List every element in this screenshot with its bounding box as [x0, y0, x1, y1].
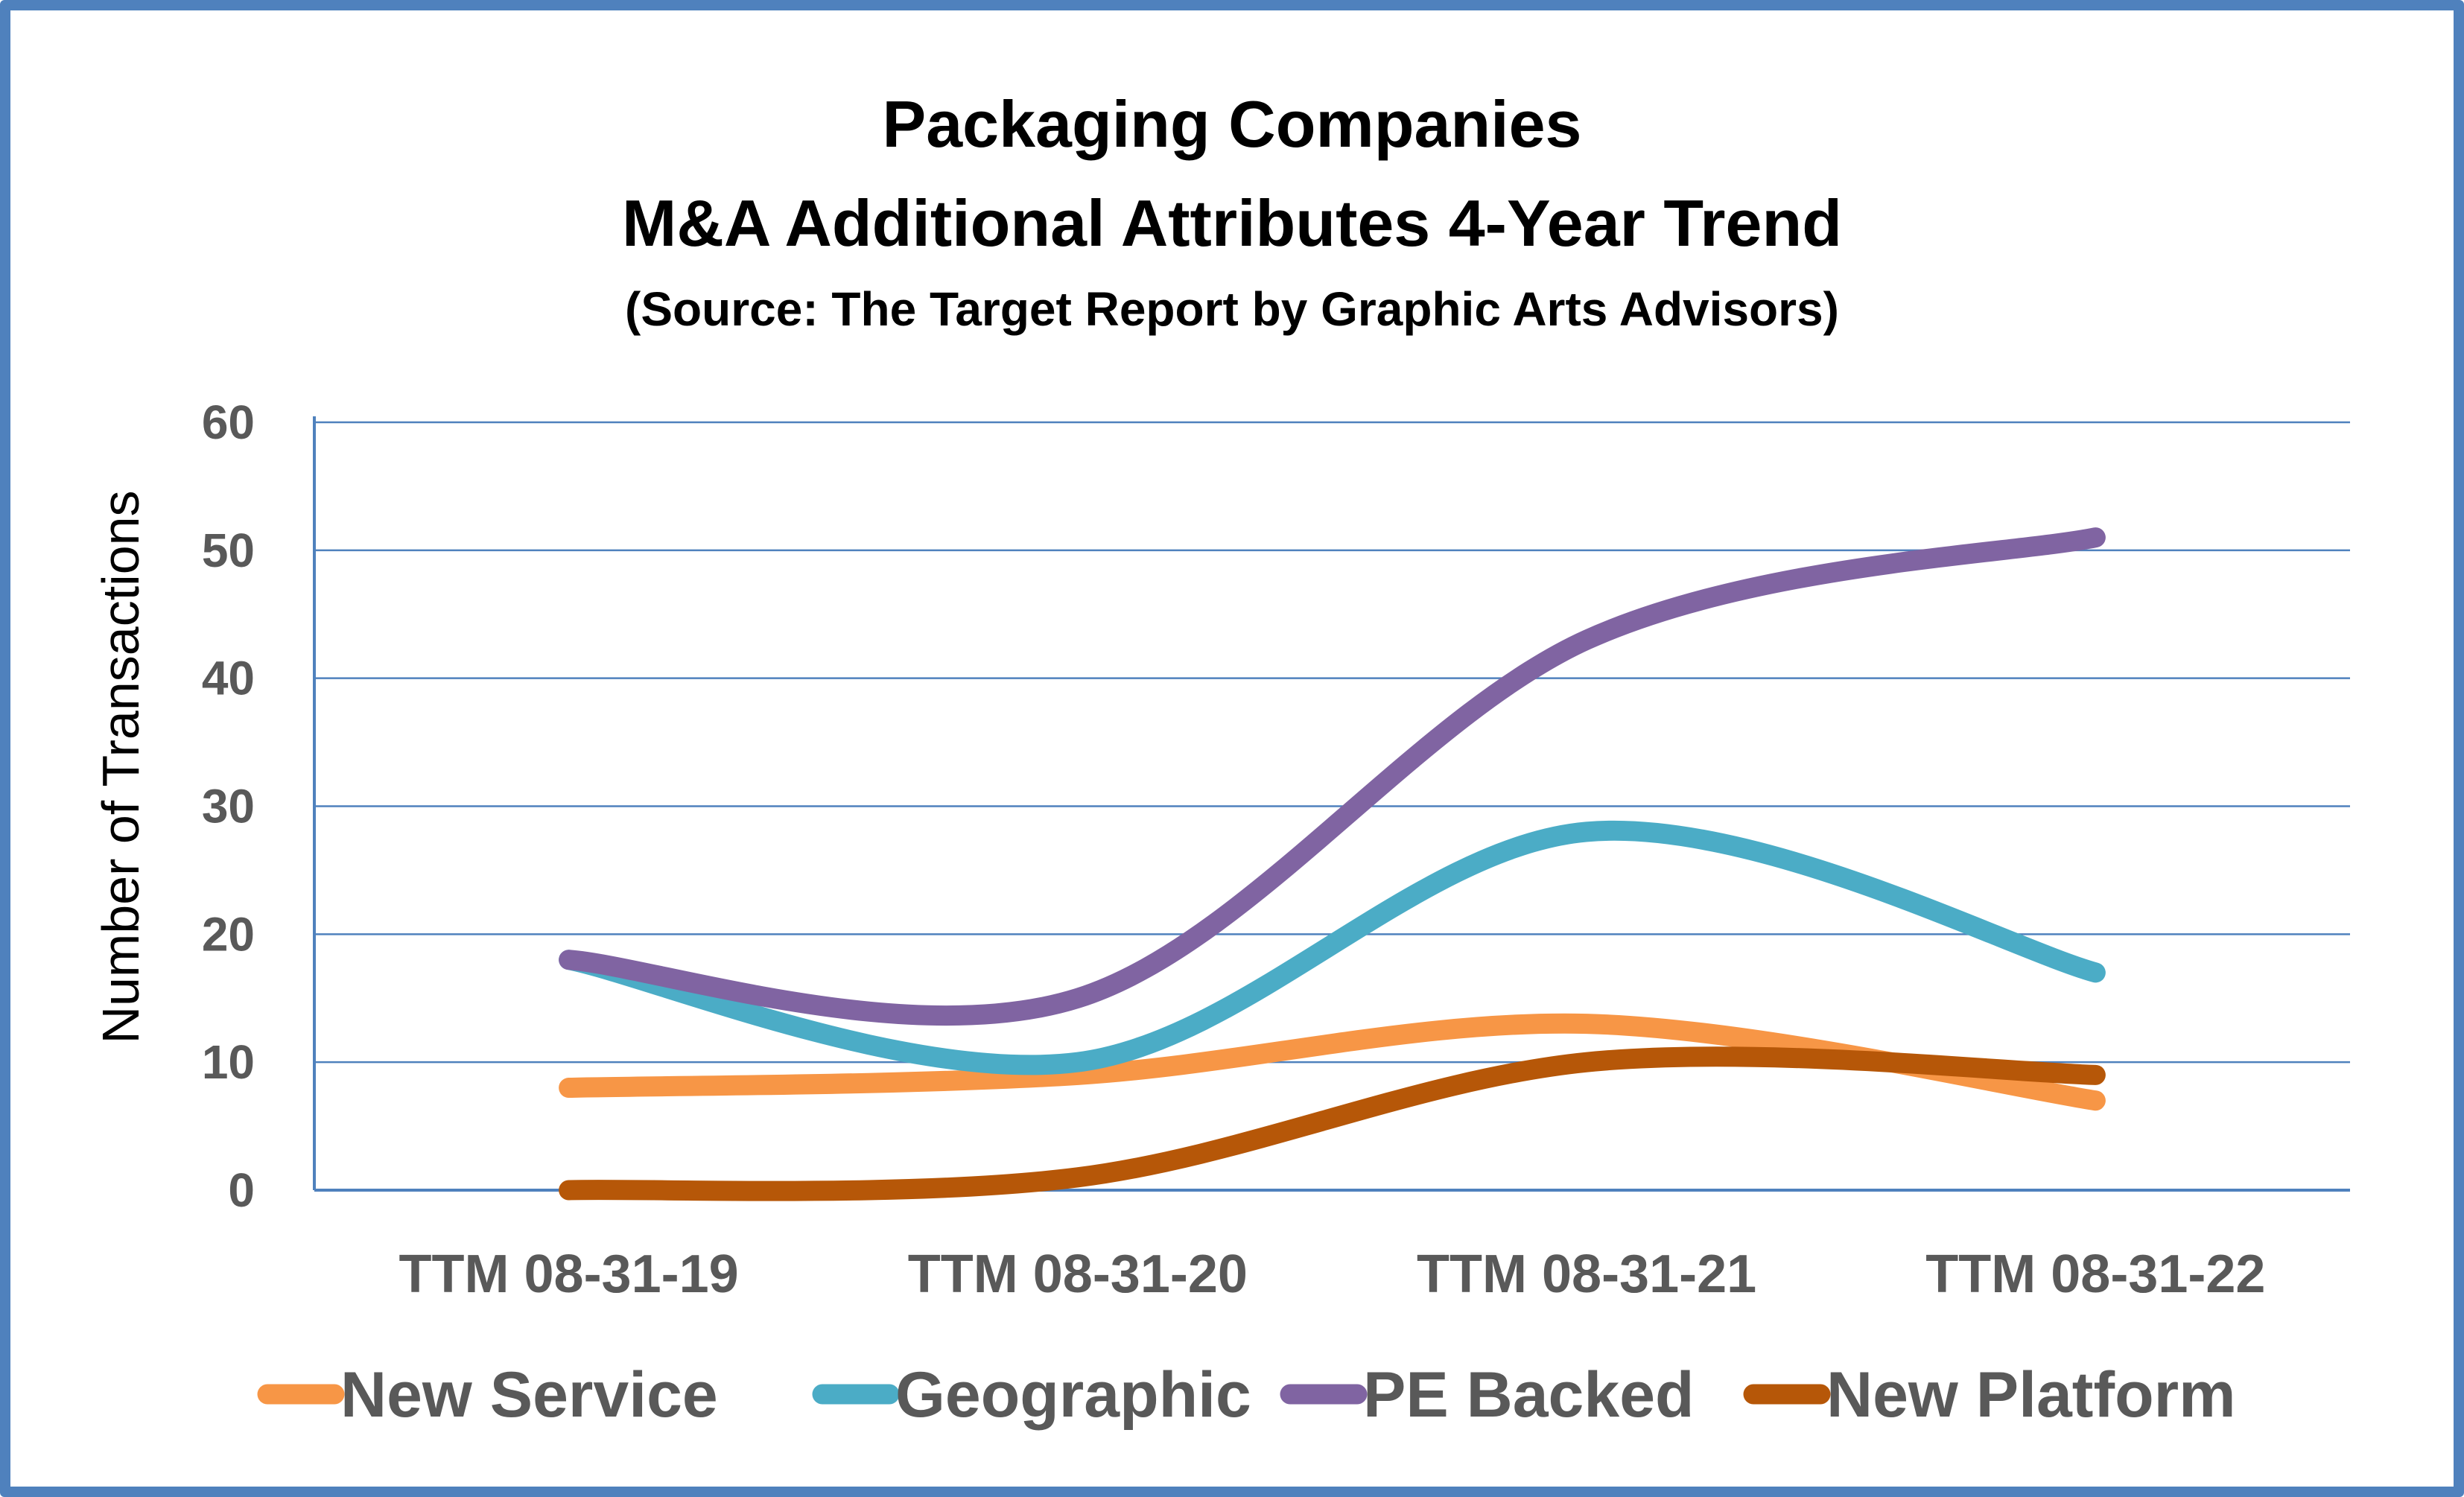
x-tick-label: TTM 08-31-21	[1417, 1245, 1756, 1304]
y-tick-label: 60	[202, 395, 255, 449]
chart-title: Packaging Companies	[882, 87, 1582, 161]
y-tick-label: 10	[202, 1035, 255, 1089]
x-tick-label: TTM 08-31-22	[1925, 1245, 2265, 1304]
series-line-new-platform	[559, 1046, 2106, 1201]
legend-label-new-platform: New Platform	[1826, 1359, 2236, 1431]
legend-label-geographic: Geographic	[895, 1359, 1251, 1431]
x-tick-labels: TTM 08-31-19 TTM 08-31-20 TTM 08-31-21 TTM …	[399, 1245, 2266, 1304]
y-tick-label: 50	[202, 524, 255, 577]
y-tick-label: 30	[202, 780, 255, 833]
y-tick-label: 40	[202, 652, 255, 705]
legend: New Service Geographic PE Backed New Platfo…	[257, 1359, 2236, 1431]
legend-label-pe-backed: PE Backed	[1363, 1359, 1695, 1431]
x-tick-label: TTM 08-31-20	[908, 1245, 1248, 1304]
chart-subtitle: M&A Additional Attributes 4-Year Trend	[622, 186, 1842, 260]
y-tick-label: 20	[202, 907, 255, 961]
chart-source: (Source: The Target Report by Graphic Ar…	[625, 282, 1839, 336]
series-lines	[559, 527, 2106, 1201]
y-tick-label: 0	[228, 1163, 255, 1217]
y-tick-labels: 0 10 20 30 40 50 60	[202, 395, 255, 1217]
series-line-pe-backed	[559, 527, 2106, 1026]
y-axis-title: Number of Transactions	[92, 490, 150, 1043]
series-line-geographic	[559, 820, 2106, 1075]
legend-label-new-service: New Service	[340, 1359, 718, 1431]
x-tick-label: TTM 08-31-19	[399, 1245, 739, 1304]
